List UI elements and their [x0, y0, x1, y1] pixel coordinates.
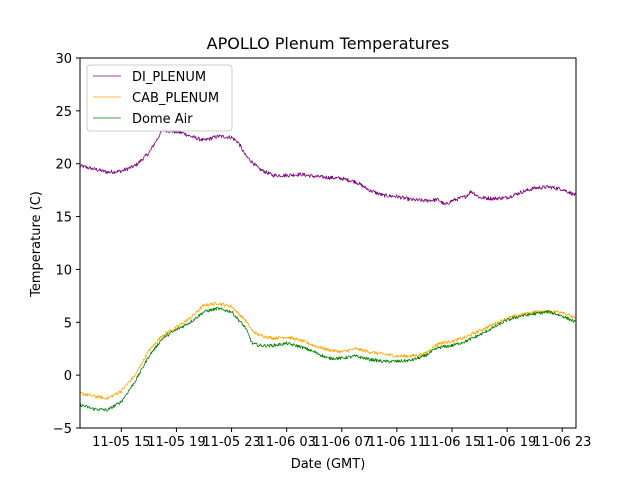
legend-label-di-plenum: DI_PLENUM [132, 70, 206, 85]
x-tick-label: 11-06 11 [368, 435, 426, 450]
y-tick-label: 30 [55, 52, 72, 67]
x-tick-label: 11-06 15 [423, 435, 481, 450]
x-tick-label: 11-05 23 [202, 435, 260, 450]
y-axis-label: Temperature (C) [29, 191, 44, 298]
x-tick-label: 11-06 07 [313, 435, 371, 450]
series-line-cab-plenum [79, 301, 577, 401]
legend: DI_PLENUM CAB_PLENUM Dome Air [86, 64, 233, 132]
legend-label-cab-plenum: CAB_PLENUM [132, 91, 219, 106]
y-tick-label: −5 [53, 422, 72, 437]
series-line-dome-air [79, 306, 577, 412]
y-tick-label: 25 [55, 105, 72, 120]
legend-frame [86, 64, 233, 132]
x-tick-label: 11-06 23 [533, 435, 591, 450]
x-tick-label: 11-05 19 [147, 435, 205, 450]
y-tick-label: 10 [55, 263, 72, 278]
y-tick-label: 20 [55, 158, 72, 173]
y-tick-label: 0 [64, 369, 72, 384]
x-tick-label: 11-06 19 [478, 435, 536, 450]
plot-frame [79, 57, 577, 429]
legend-label-dome-air: Dome Air [132, 112, 193, 127]
y-tick-label: 15 [55, 211, 72, 226]
x-tick-label: 11-06 03 [257, 435, 315, 450]
x-axis-label: Date (GMT) [291, 457, 366, 472]
y-tick-label: 5 [64, 316, 72, 331]
x-tick-label: 11-05 15 [92, 435, 150, 450]
chart-title: APOLLO Plenum Temperatures [207, 34, 450, 53]
